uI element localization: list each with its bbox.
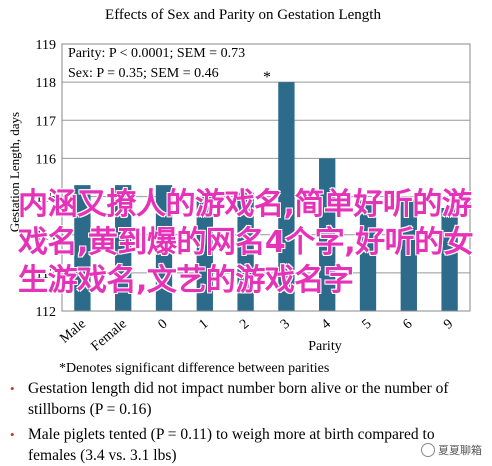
x-axis-label: Parity: [308, 339, 341, 354]
y-tick-label: 114: [36, 229, 56, 244]
plot-frame: [61, 43, 471, 312]
bar: [400, 200, 417, 311]
chart-title: Effects of Sex and Parity on Gestation L…: [105, 7, 381, 23]
notes-list: • Gestation length did not impact number…: [10, 378, 480, 466]
bar: [155, 185, 173, 311]
x-tick-label: 1: [196, 317, 211, 333]
bullet-icon: •: [10, 427, 15, 442]
bar: [115, 185, 132, 311]
bar: [319, 158, 336, 311]
y-axis-label: Gestation Length, days: [7, 112, 22, 232]
y-tick-label: 112: [36, 305, 56, 320]
y-tick-label: 117: [36, 114, 56, 129]
note-text: Male piglets tented (P = 0.11) to weigh …: [28, 426, 435, 464]
note-item: • Gestation length did not impact number…: [10, 378, 480, 420]
x-tick-label: 0: [156, 317, 171, 333]
bars: [74, 82, 458, 312]
parity-stat-annotation: Parity: P < 0.0001; SEM = 0.73: [68, 46, 245, 61]
sex-stat-annotation: Sex: P = 0.35; SEM = 0.46: [68, 66, 219, 81]
bar: [196, 196, 213, 311]
watermark: 夏夏聊箱: [421, 442, 482, 458]
y-tick-label: 118: [36, 76, 56, 91]
x-tick-label: 2: [237, 317, 252, 333]
y-tick-labels: 112 113 114 115 116 117 118 119: [36, 38, 56, 320]
bar: [237, 192, 254, 311]
x-tick-label: 6: [400, 317, 415, 333]
bar: [278, 82, 295, 312]
note-item: • Male piglets tented (P = 0.11) to weig…: [10, 424, 480, 466]
y-tick-label: 113: [36, 267, 56, 282]
significance-star: *: [263, 69, 271, 86]
x-tick-label: 3: [278, 317, 293, 333]
x-tick-label: Male: [57, 317, 89, 347]
x-tick-label: Female: [89, 317, 130, 355]
bar: [359, 200, 377, 311]
bullet-icon: •: [10, 381, 15, 396]
y-tick-label: 115: [36, 191, 56, 206]
wechat-icon: [421, 443, 435, 457]
y-tick-label: 119: [36, 38, 56, 53]
overlay-text: 内涵又撩人的游戏名,简单好听的游戏名,黄到爆的网名4个字,好听的女生游戏名,文艺…: [18, 187, 474, 298]
bar: [74, 185, 91, 311]
footnote: *Denotes significant difference between …: [59, 361, 329, 376]
note-text: Gestation length did not impact number b…: [28, 380, 449, 418]
y-tick-label: 116: [36, 152, 56, 167]
x-tick-label: 4: [319, 317, 334, 333]
watermark-text: 夏夏聊箱: [438, 444, 482, 457]
x-tick-labels: Male Female 0 1 2 3 4 5 6 9: [57, 317, 456, 355]
x-tick-label: 9: [441, 317, 456, 333]
bar: [441, 208, 458, 311]
x-tick-label: 5: [360, 317, 375, 333]
